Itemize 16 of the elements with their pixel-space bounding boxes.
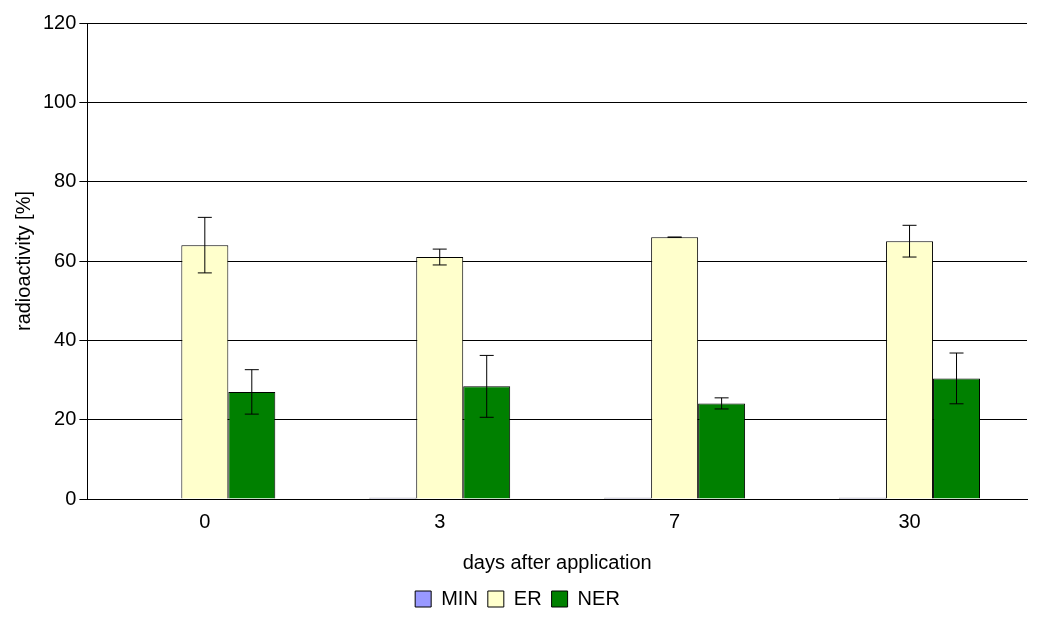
x-tick-label: 0 (199, 509, 211, 532)
x-tick-label: 30 (898, 509, 921, 532)
y-tick-label: 60 (54, 248, 77, 271)
x-tick-label: 3 (434, 509, 446, 532)
x-tick-label: 7 (669, 509, 681, 532)
y-tick-label: 80 (54, 169, 77, 192)
y-tick-label: 0 (65, 486, 77, 509)
y-tick-label: 20 (54, 407, 77, 430)
legend-label: NER (577, 586, 620, 609)
legend-label: MIN (441, 586, 478, 609)
y-tick-label: 120 (42, 10, 77, 33)
y-axis-title: radioactivity [%] (11, 190, 34, 332)
y-tick-label: 100 (42, 89, 77, 112)
x-axis-title: days after application (462, 550, 652, 573)
legend-label: ER (513, 586, 542, 609)
y-tick-label: 40 (54, 327, 77, 350)
